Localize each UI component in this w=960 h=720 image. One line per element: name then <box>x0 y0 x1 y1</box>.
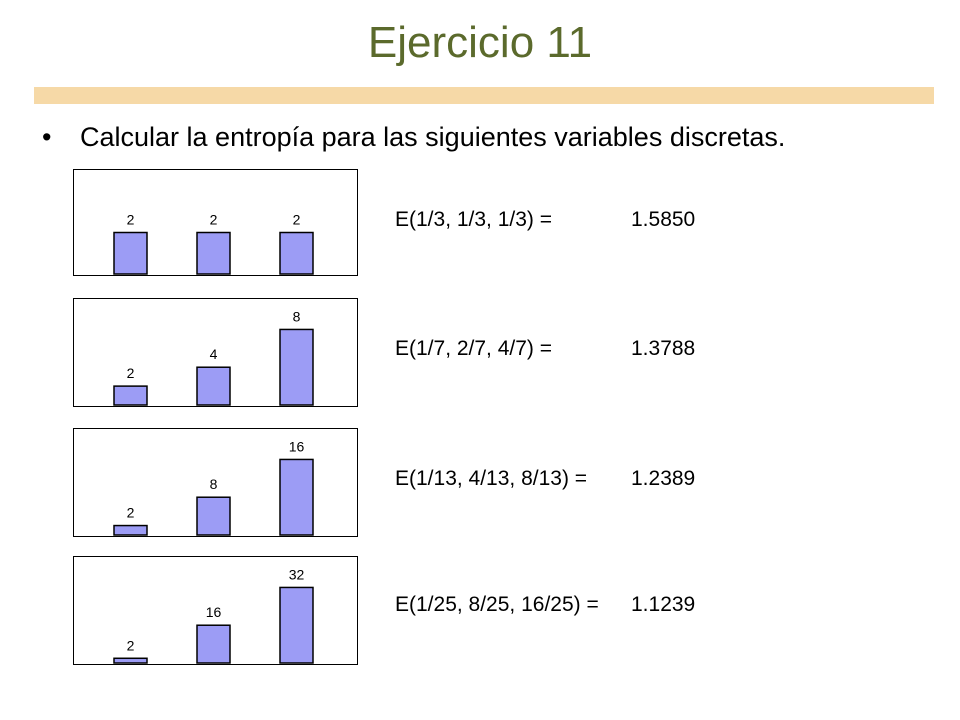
bar-3-3 <box>279 458 314 536</box>
bar-chart-3: 2 8 16 <box>73 428 358 537</box>
equation-formula-4: E(1/25, 8/25, 16/25) = <box>395 593 599 616</box>
bar-label-1-3: 2 <box>293 212 301 228</box>
bar-chart-4-plot: 2 16 32 <box>113 566 314 664</box>
equation-formula-1: E(1/3, 1/3, 1/3) = <box>395 208 553 231</box>
equation-value-3: 1.2389 <box>631 467 696 490</box>
bar-label-2-3: 8 <box>293 308 301 324</box>
bar-label-3-3: 16 <box>289 438 305 454</box>
bar-1-3 <box>279 231 314 275</box>
bar-2-1 <box>113 385 148 406</box>
bar-4-1 <box>113 657 148 664</box>
bar-3-1 <box>113 524 148 536</box>
title-underline-bar <box>34 87 934 104</box>
bar-label-3-2: 8 <box>210 476 218 492</box>
bar-1-1 <box>113 231 148 275</box>
bar-chart-2: 2 4 8 <box>73 298 358 407</box>
bullet-dot-icon: • <box>42 122 52 152</box>
bar-chart-1-plot: 2 2 2 <box>113 212 314 275</box>
bar-2-2 <box>196 366 231 406</box>
equation-formula-2: E(1/7, 2/7, 4/7) = <box>395 337 553 360</box>
bar-label-4-3: 32 <box>289 566 305 582</box>
bar-4-3 <box>279 586 314 664</box>
equation-formula-3: E(1/13, 4/13, 8/13) = <box>395 467 588 490</box>
equation-value-4: 1.1239 <box>631 593 696 616</box>
bar-label-1-2: 2 <box>210 212 218 228</box>
bar-label-4-1: 2 <box>127 637 135 653</box>
equation-value-1: 1.5850 <box>631 208 696 231</box>
slide-title: Ejercicio 11 <box>367 18 593 67</box>
bar-4-2 <box>196 624 231 664</box>
bar-label-3-1: 2 <box>127 505 135 521</box>
bar-label-4-2: 16 <box>206 604 222 620</box>
bar-1-2 <box>196 231 231 275</box>
bullet-item: • Calcular la entropía para las siguiente… <box>42 122 785 153</box>
bar-2-3 <box>279 328 314 406</box>
bar-3-2 <box>196 496 231 536</box>
bar-label-2-2: 4 <box>210 346 218 362</box>
bar-chart-4: 2 16 32 <box>73 556 358 665</box>
bullet-text: Calcular la entropía para las siguientes… <box>80 122 786 152</box>
bar-chart-1: 2 2 2 <box>73 169 358 276</box>
equation-value-2: 1.3788 <box>631 337 696 360</box>
bar-chart-3-plot: 2 8 16 <box>113 438 314 536</box>
bar-label-1-1: 2 <box>127 212 135 228</box>
bar-label-2-1: 2 <box>127 365 135 381</box>
bar-chart-2-plot: 2 4 8 <box>113 308 314 406</box>
